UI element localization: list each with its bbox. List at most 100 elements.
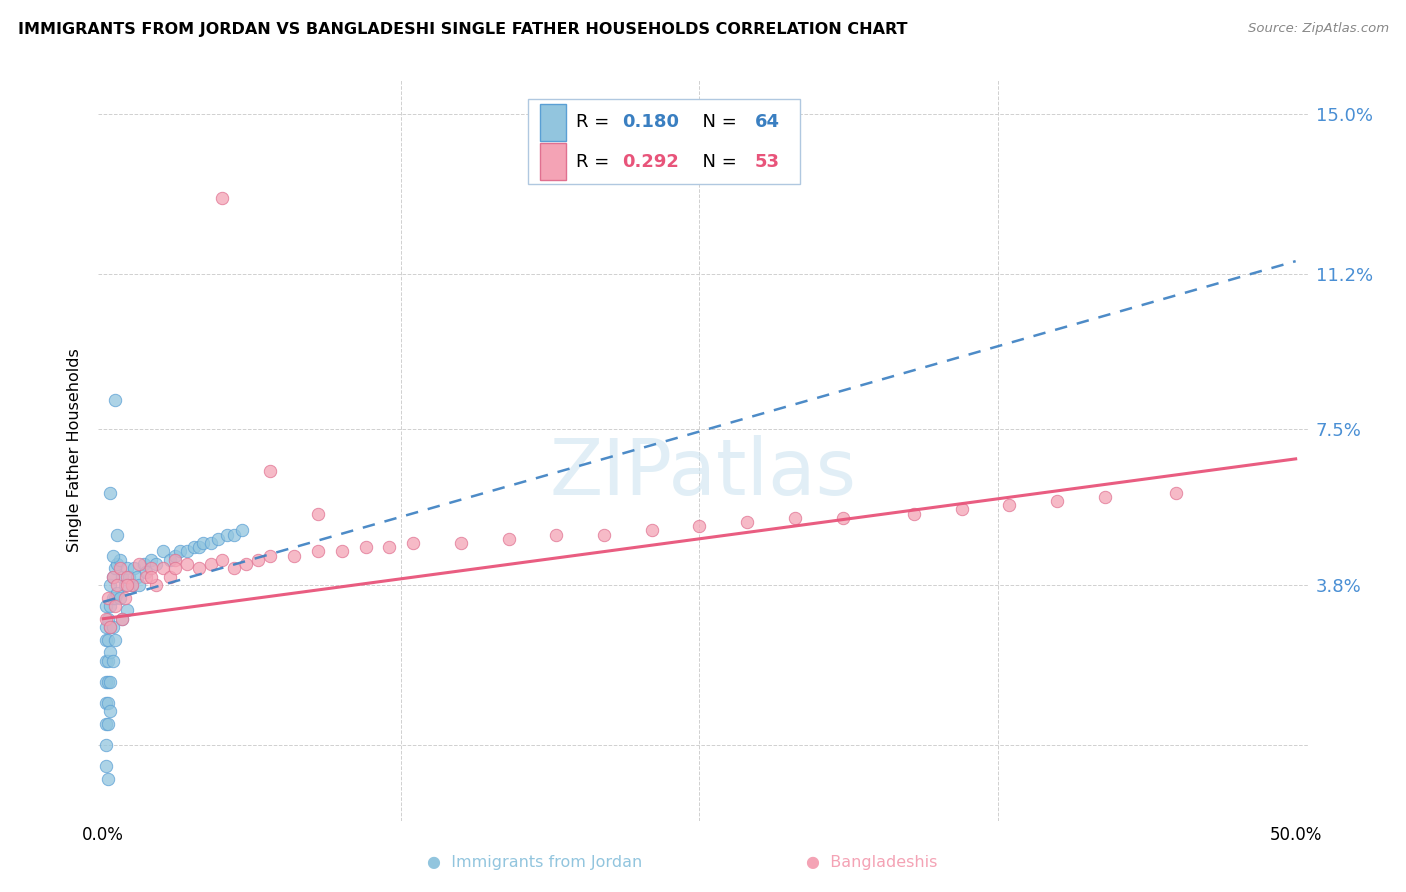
Point [135,566,157,580]
Point [593,527,616,541]
Point [235,557,257,571]
Point [831,510,853,524]
Point [101,654,124,668]
Point [111,612,134,626]
Point [101,591,124,605]
Point [259,549,281,563]
Text: R =: R = [576,113,614,131]
Point [783,510,806,524]
Point [735,515,758,529]
Point [97,654,120,668]
Point [97,717,120,731]
Point [94,599,117,613]
Point [128,578,150,592]
Point [307,544,329,558]
Point [98,645,121,659]
FancyBboxPatch shape [540,144,567,180]
Point [211,553,233,567]
Point [101,620,124,634]
Point [98,704,121,718]
Point [98,620,121,634]
Point [132,557,155,571]
Point [98,485,121,500]
Point [546,527,568,541]
Point [104,599,127,613]
Point [121,578,143,592]
Point [950,502,973,516]
Text: ZIPatlas: ZIPatlas [550,434,856,511]
Point [207,532,229,546]
Point [94,632,117,647]
Point [108,553,131,567]
Text: ●  Immigrants from Jordan: ● Immigrants from Jordan [426,855,643,870]
Point [152,561,174,575]
Point [187,561,209,575]
Point [183,540,205,554]
Point [998,498,1021,512]
Point [176,544,198,558]
Point [98,578,121,592]
Point [688,519,710,533]
Point [111,569,134,583]
Point [97,612,120,626]
Point [139,561,162,575]
Point [200,536,222,550]
Point [101,549,124,563]
Point [187,540,209,554]
Point [903,507,925,521]
Point [94,759,117,773]
Point [330,544,353,558]
Point [97,772,120,786]
Point [114,591,136,605]
Point [145,557,167,571]
Point [94,612,117,626]
Text: ●  Bangladeshis: ● Bangladeshis [806,855,938,870]
Point [107,586,129,600]
Point [217,527,239,541]
Point [107,578,129,592]
Point [101,569,124,583]
Point [211,191,233,205]
Point [307,507,329,521]
Point [107,557,129,571]
Text: 64: 64 [755,113,780,131]
Point [94,620,117,634]
Point [122,561,145,575]
Point [125,569,148,583]
Text: 0.180: 0.180 [621,113,679,131]
Point [1046,494,1069,508]
Point [94,717,117,731]
Point [402,536,425,550]
Text: Source: ZipAtlas.com: Source: ZipAtlas.com [1249,22,1389,36]
Point [97,674,120,689]
Point [1166,485,1188,500]
Point [97,591,120,605]
Point [97,632,120,647]
Text: N =: N = [690,153,742,170]
Point [107,527,129,541]
Point [354,540,377,554]
Point [169,544,191,558]
Point [118,569,141,583]
Point [111,612,134,626]
Y-axis label: Single Father Households: Single Father Households [67,349,83,552]
Point [152,544,174,558]
Point [101,569,124,583]
Point [159,569,181,583]
Point [139,569,162,583]
Text: N =: N = [690,113,742,131]
FancyBboxPatch shape [540,104,567,141]
Point [94,738,117,752]
Point [104,591,127,605]
Point [450,536,472,550]
Point [94,654,117,668]
Point [98,620,121,634]
FancyBboxPatch shape [527,99,800,184]
Point [378,540,401,554]
Point [104,561,127,575]
Point [224,561,246,575]
Point [283,549,305,563]
Point [108,561,131,575]
Point [259,465,281,479]
Point [163,549,186,563]
